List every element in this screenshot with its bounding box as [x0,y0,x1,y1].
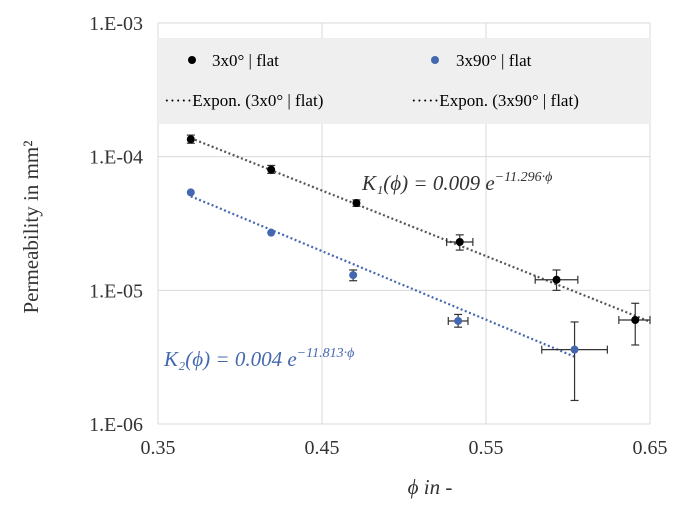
equation-k1-main: K₁(ϕ) = 0.009 e [361,171,495,195]
legend-label-series-2: 3x90° | flat [456,51,532,70]
x-tick-label: 0.35 [141,437,176,459]
data-point-series-1 [352,199,361,208]
legend: 3x0° | flat 3x90° | flat ·····Expon. (3x… [158,38,650,124]
trendline-1 [190,137,651,323]
y-tick-label: 1.E-05 [89,280,143,302]
data-point-series-2 [349,271,358,280]
legend-marker-series-2 [431,56,439,64]
x-tick-label: 0.65 [633,437,668,459]
data-point-series-1 [267,165,276,174]
y-tick-label: 1.E-06 [89,414,143,436]
tick-label-layer: 0.35 0.45 0.55 0.65 1.E-06 1.E-05 1.E-04 1.E-03 [89,13,667,459]
legend-marker-series-1 [188,56,196,64]
equation-k2: K₂(ϕ) = 0.004 e−11.813·ϕ [163,346,354,371]
legend-label-series-1: 3x0° | flat [212,51,279,70]
data-point-layer [186,135,640,354]
data-point-series-1 [552,275,561,284]
trendline-2 [190,195,577,359]
x-tick-label: 0.55 [469,437,504,459]
equation-k2-exponent: −11.813·ϕ [297,346,355,361]
data-point-series-1 [455,237,464,246]
data-point-series-2 [570,345,579,354]
equation-k1-exponent: −11.296·ϕ [495,170,553,185]
equation-k1: K₁(ϕ) = 0.009 e−11.296·ϕ [361,170,552,195]
data-point-series-1 [186,135,195,144]
data-point-series-2 [186,188,195,197]
legend-label-trend-1: ·····Expon. (3x0° | flat) [164,91,323,110]
annotation-layer: K₁(ϕ) = 0.009 e−11.296·ϕ K₂(ϕ) = 0.004 e… [163,170,552,371]
data-point-series-1 [631,315,640,324]
y-axis-label: Permeability in mm² [19,140,43,313]
x-axis-label: ϕ in - [408,475,453,499]
legend-background [158,38,650,124]
legend-label-trend-2: ·····Expon. (3x90° | flat) [411,91,579,110]
x-tick-label: 0.45 [305,437,340,459]
data-point-series-2 [267,228,276,237]
data-point-series-2 [454,316,463,325]
equation-k2-main: K₂(ϕ) = 0.004 e [163,347,297,371]
y-tick-label: 1.E-04 [89,147,143,169]
y-tick-label: 1.E-03 [89,13,143,35]
